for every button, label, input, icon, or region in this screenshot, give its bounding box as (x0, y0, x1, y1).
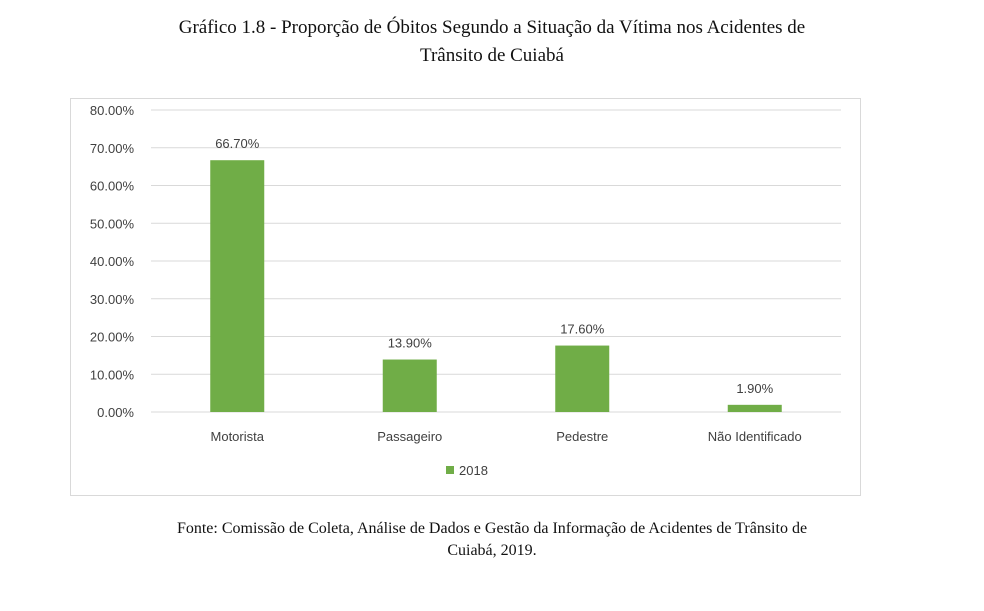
y-tick-label: 50.00% (90, 216, 135, 231)
x-tick-label: Não Identificado (708, 429, 802, 444)
bar (727, 404, 782, 412)
y-tick-label: 80.00% (90, 103, 135, 118)
chart-title-line-1: Gráfico 1.8 - Proporção de Óbitos Segund… (178, 17, 806, 38)
y-tick-label: 70.00% (90, 141, 135, 156)
bar (210, 160, 265, 412)
y-tick-label: 60.00% (90, 179, 135, 194)
y-tick-label: 10.00% (90, 367, 135, 382)
legend-label: 2018 (459, 463, 488, 478)
y-tick-label: 0.00% (97, 405, 134, 420)
y-tick-label: 20.00% (90, 330, 135, 345)
x-tick-label: Passageiro (377, 429, 442, 444)
chart-title: Gráfico 1.8 - Proporção de Óbitos Segund… (92, 14, 892, 70)
bar (382, 359, 437, 412)
data-label: 13.90% (388, 336, 433, 351)
source-line-1: Fonte: Comissão de Coleta, Análise de Da… (176, 520, 808, 537)
data-label: 1.90% (736, 381, 773, 396)
chart-title-line-2: Trânsito de Cuiabá (420, 45, 564, 66)
data-label: 17.60% (560, 322, 605, 337)
source-line-2: Cuiabá, 2019. (447, 542, 537, 559)
x-tick-label: Motorista (211, 429, 265, 444)
bar-chart: 0.00% 10.00% 20.00% 30.00% 40.00% 50.00% 60.00… (90, 103, 841, 478)
chart-area: 0.00% 10.00% 20.00% 30.00% 40.00% 50.00% 60.00… (70, 98, 861, 496)
legend-swatch (446, 466, 454, 474)
source-note: Fonte: Comissão de Coleta, Análise de Da… (92, 518, 892, 562)
y-tick-label: 30.00% (90, 292, 135, 307)
x-tick-label: Pedestre (556, 429, 608, 444)
y-tick-label: 40.00% (90, 254, 135, 269)
bar (555, 345, 610, 412)
data-label: 66.70% (215, 136, 260, 151)
